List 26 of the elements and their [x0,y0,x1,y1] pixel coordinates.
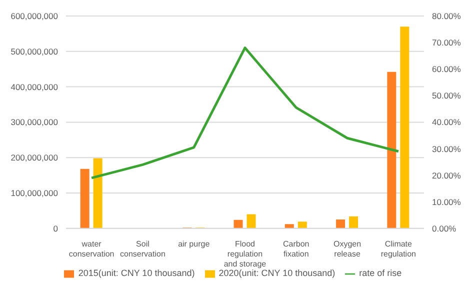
legend-label: rate of rise [359,268,402,278]
y2-tick-label: 50.00% [432,90,462,101]
y2-tick-label: 10.00% [432,196,462,207]
y2-tick-label: 80.00% [432,11,462,22]
y2-tick-label: 40.00% [432,117,462,128]
x-tick-label: Carbon fixation [283,239,310,258]
y-tick-label: 400,000,000 [10,82,58,92]
y-tick-label: 0 [53,223,58,234]
y2-tick-label: 70.00% [432,38,462,48]
legend-label: 2020(unit: CNY 10 thousand) [218,268,336,278]
legend-label: 2015(unit: CNY 10 thousand) [78,268,195,278]
x-tick-label: Flood regulation and storage [224,239,267,268]
x-tick-label: Oxygen release [333,239,362,258]
y2-tick-label: 20.00% [432,170,462,180]
y-tick-label: 500,000,000 [10,46,58,56]
y2-tick-label: 0.00% [432,223,457,234]
y-tick-label: 200,000,000 [10,152,58,163]
x-tick-label: water conservation [68,239,114,258]
y-tick-label: 600,000,000 [10,11,58,22]
y2-tick-label: 60.00% [432,64,462,74]
x-tick-label: air purge [178,239,210,248]
y2-tick-label: 30.00% [432,144,462,154]
x-tick-label: Climate regulation [380,239,416,258]
x-tick-label: Soil conservation [120,239,166,258]
y-tick-label: 300,000,000 [10,117,58,128]
y-tick-label: 100,000,000 [10,188,58,198]
